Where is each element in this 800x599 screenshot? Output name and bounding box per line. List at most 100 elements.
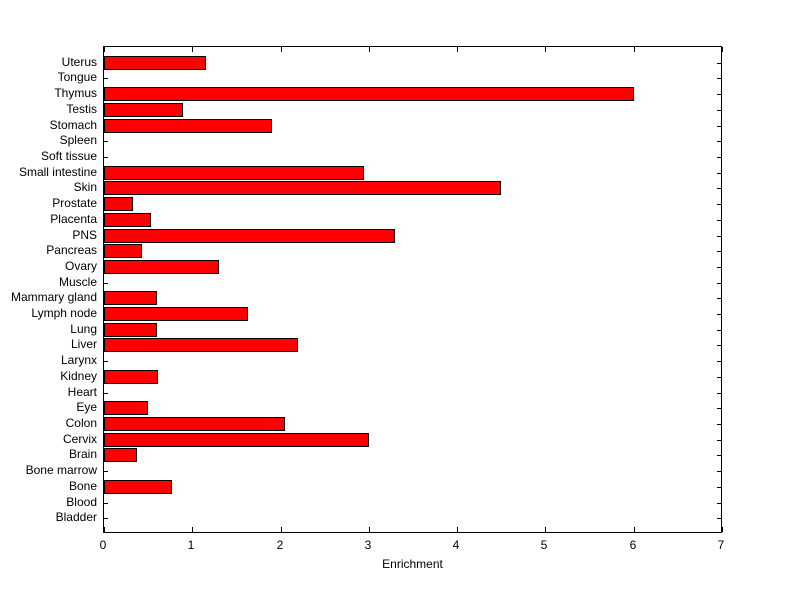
x-tick-bottom	[281, 527, 282, 532]
bar	[104, 370, 158, 384]
y-tick-right	[717, 157, 721, 158]
category-label: Colon	[65, 416, 97, 430]
y-tick-right	[717, 471, 721, 472]
y-tick-right	[717, 94, 721, 95]
y-tick-left	[104, 361, 108, 362]
bar	[104, 291, 157, 305]
y-tick-right	[717, 455, 721, 456]
x-tick-top	[192, 47, 193, 52]
category-label: Skin	[73, 180, 97, 194]
x-tick-top	[104, 47, 105, 52]
category-label: Larynx	[60, 353, 97, 367]
bar	[104, 244, 142, 258]
category-label: Testis	[66, 102, 97, 116]
category-label: Liver	[70, 337, 97, 351]
category-label: Spleen	[59, 133, 97, 147]
x-tick-top	[281, 47, 282, 52]
x-tick-bottom	[722, 527, 723, 532]
category-label: Uterus	[61, 55, 97, 69]
category-label: Eye	[76, 400, 97, 414]
y-tick-right	[717, 377, 721, 378]
y-tick-right	[717, 487, 721, 488]
category-label: Lung	[70, 322, 97, 336]
x-tick-label: 2	[276, 538, 284, 552]
bar	[104, 103, 183, 117]
category-label: Thymus	[54, 86, 97, 100]
y-tick-right	[717, 236, 721, 237]
bar	[104, 166, 364, 180]
x-tick-label: 3	[364, 538, 372, 552]
x-tick-bottom	[634, 527, 635, 532]
y-tick-right	[717, 314, 721, 315]
category-label: Prostate	[52, 196, 97, 210]
category-label: Cervix	[62, 432, 97, 446]
y-tick-right	[717, 188, 721, 189]
x-tick-label: 6	[629, 538, 637, 552]
y-tick-left	[104, 503, 108, 504]
bar	[104, 448, 137, 462]
category-label: Muscle	[58, 275, 97, 289]
category-label: Soft tissue	[40, 149, 97, 163]
y-tick-right	[717, 126, 721, 127]
x-tick-top	[457, 47, 458, 52]
category-label: Mammary gland	[10, 290, 97, 304]
y-tick-right	[717, 298, 721, 299]
bar	[104, 181, 501, 195]
y-tick-left	[104, 471, 108, 472]
bar	[104, 417, 285, 431]
y-tick-right	[717, 78, 721, 79]
category-label: Kidney	[60, 369, 97, 383]
y-tick-right	[717, 173, 721, 174]
x-tick-top	[722, 47, 723, 52]
y-tick-right	[717, 141, 721, 142]
category-label: Bone marrow	[25, 463, 97, 477]
category-label: Brain	[68, 447, 97, 461]
y-tick-right	[717, 283, 721, 284]
y-tick-right	[717, 361, 721, 362]
y-tick-right	[717, 393, 721, 394]
x-axis-label: Enrichment	[382, 557, 443, 571]
x-tick-top	[369, 47, 370, 52]
category-label: Bone	[68, 479, 97, 493]
y-tick-right	[717, 330, 721, 331]
category-label: Bladder	[55, 510, 97, 524]
bar	[104, 323, 157, 337]
category-label: Heart	[67, 385, 97, 399]
y-tick-left	[104, 157, 108, 158]
y-tick-right	[717, 440, 721, 441]
bar	[104, 229, 395, 243]
y-tick-left	[104, 78, 108, 79]
category-label: Lymph node	[31, 306, 97, 320]
x-tick-bottom	[192, 527, 193, 532]
x-tick-label: 0	[99, 538, 107, 552]
y-tick-right	[717, 424, 721, 425]
y-tick-right	[717, 408, 721, 409]
x-tick-top	[545, 47, 546, 52]
y-tick-right	[717, 518, 721, 519]
x-tick-label: 7	[717, 538, 725, 552]
bar	[104, 260, 219, 274]
category-label: Placenta	[50, 212, 97, 226]
bar	[104, 307, 248, 321]
category-label: Blood	[66, 495, 97, 509]
y-tick-right	[717, 503, 721, 504]
y-tick-right	[717, 220, 721, 221]
category-label: Stomach	[49, 118, 97, 132]
category-label: Tongue	[57, 70, 97, 84]
x-tick-top	[634, 47, 635, 52]
y-tick-right	[717, 110, 721, 111]
bar	[104, 338, 298, 352]
bar	[104, 119, 272, 133]
bar	[104, 56, 206, 70]
y-tick-left	[104, 518, 108, 519]
bar	[104, 197, 133, 211]
category-label: Ovary	[64, 259, 97, 273]
bar	[104, 401, 148, 415]
category-label: PNS	[72, 228, 97, 242]
x-tick-label: 1	[187, 538, 195, 552]
x-tick-bottom	[545, 527, 546, 532]
x-tick-bottom	[457, 527, 458, 532]
category-label: Pancreas	[46, 243, 97, 257]
y-tick-left	[104, 283, 108, 284]
